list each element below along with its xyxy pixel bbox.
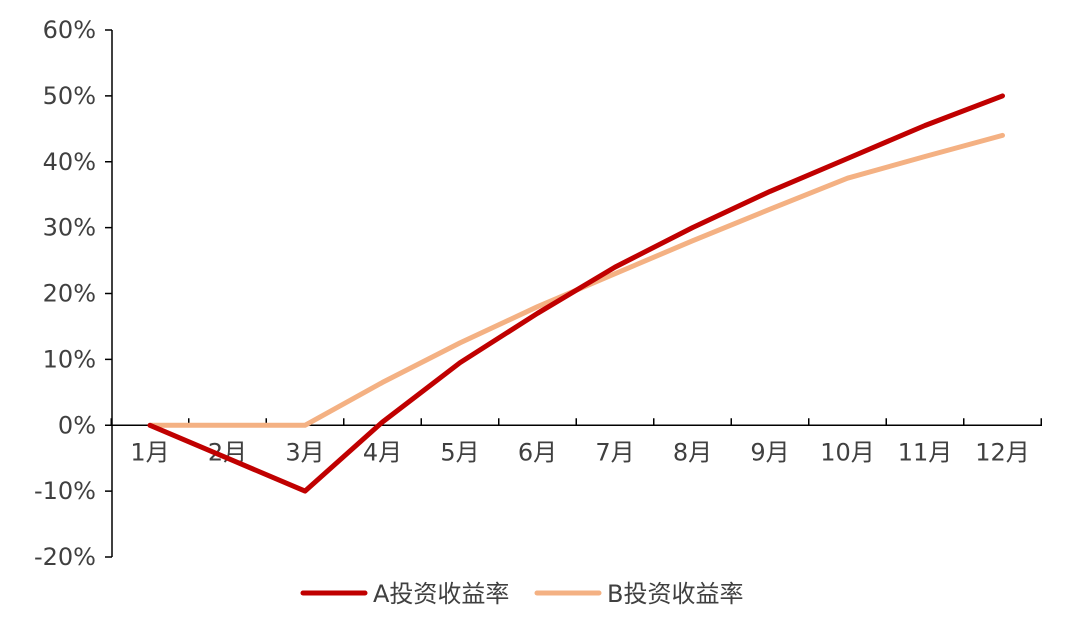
y-tick-label: 50%	[43, 82, 96, 110]
x-tick-label: 10月	[820, 438, 875, 466]
x-tick-label: 9月	[750, 438, 789, 466]
x-tick-label: 1月	[130, 438, 169, 466]
y-tick-label: 0%	[58, 411, 96, 439]
legend-label-1: B投资收益率	[607, 580, 743, 608]
x-tick-label: 4月	[363, 438, 402, 466]
x-tick-label: 3月	[285, 438, 324, 466]
y-tick-label: 60%	[43, 16, 96, 44]
y-tick-label: 30%	[43, 214, 96, 242]
y-axis: 60% 50% 40% 30% 20% 10% 0% -10% -20%	[34, 16, 113, 571]
x-tick-label: 6月	[518, 438, 557, 466]
series-line-0	[147, 93, 1005, 494]
x-tick-label: 7月	[595, 438, 634, 466]
legend-label-0: A投资收益率	[373, 580, 509, 608]
legend: A投资收益率 B投资收益率	[300, 580, 743, 608]
y-tick-label: 10%	[43, 345, 96, 373]
y-tick-label: 20%	[43, 280, 96, 308]
series-line-1	[147, 132, 1005, 428]
series-lines	[147, 93, 1005, 494]
y-tick-label: -20%	[34, 543, 96, 571]
y-tick-label: -10%	[34, 477, 96, 505]
x-tick-label: 8月	[673, 438, 712, 466]
y-tick-label: 40%	[43, 148, 96, 176]
x-tick-label: 5月	[440, 438, 479, 466]
x-tick-label: 12月	[975, 438, 1030, 466]
x-tick-label: 11月	[898, 438, 953, 466]
